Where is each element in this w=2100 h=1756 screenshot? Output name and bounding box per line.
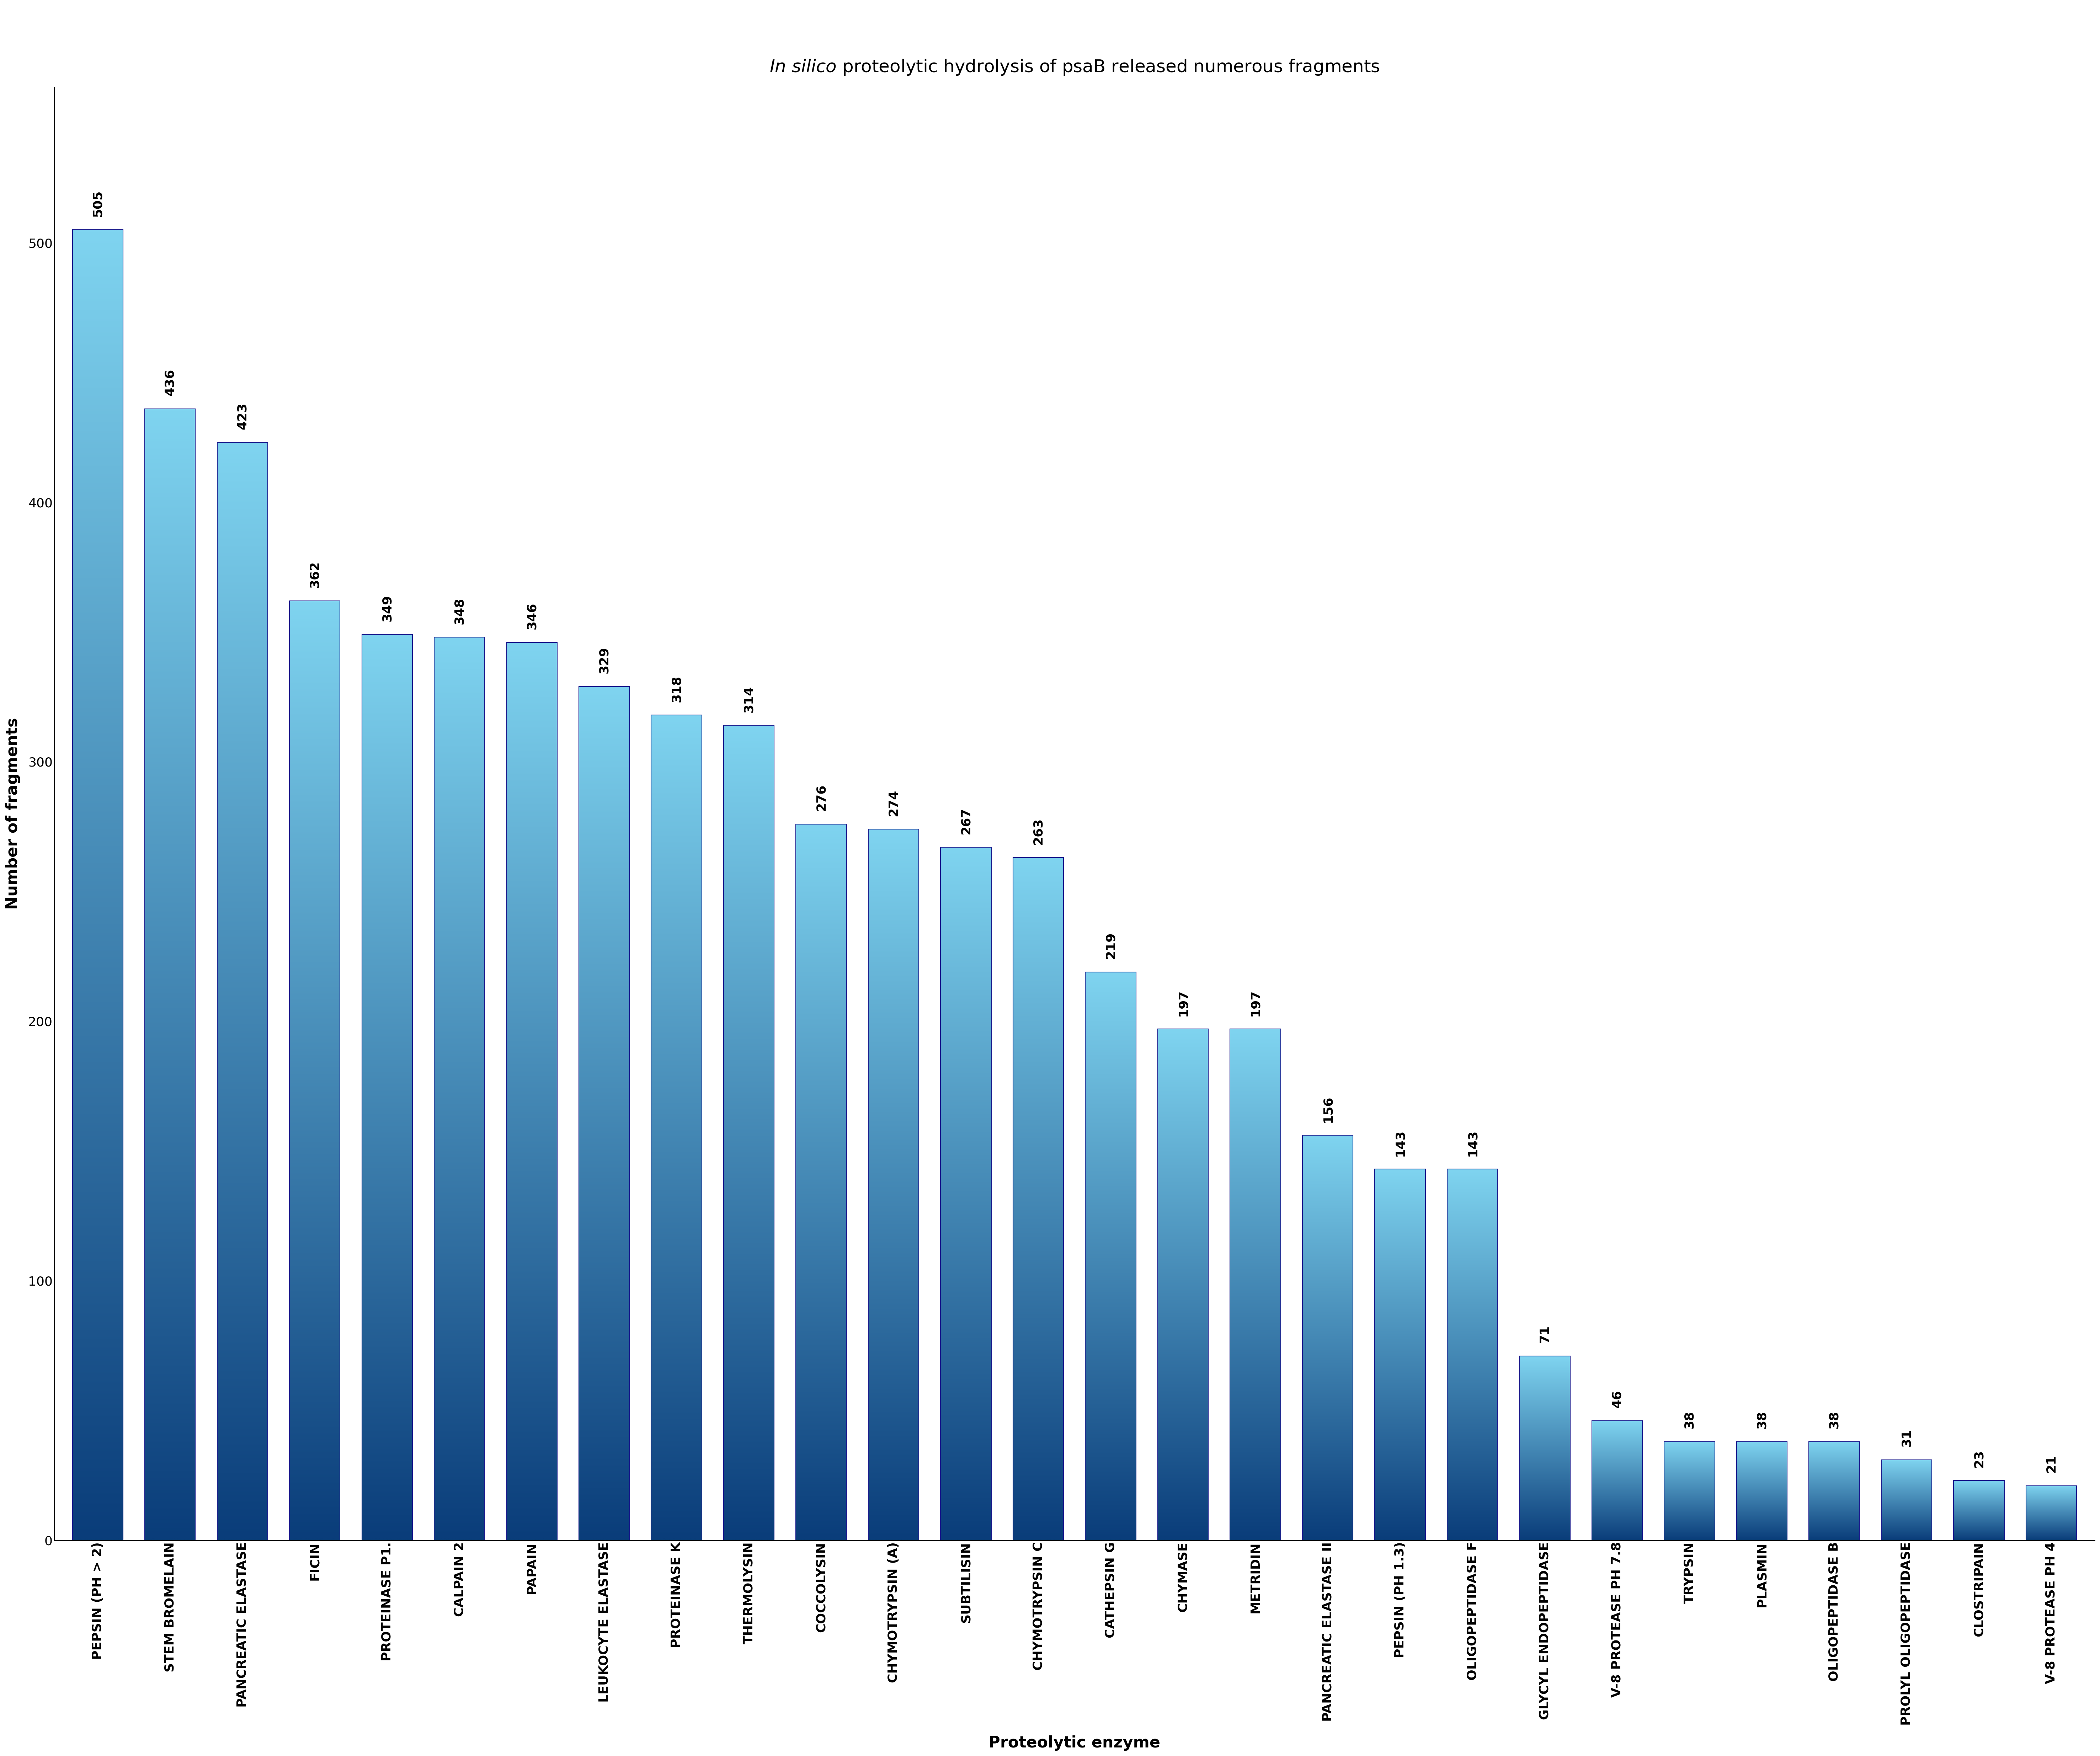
Text: 349: 349 <box>380 595 393 622</box>
Text: 143: 143 <box>1466 1129 1478 1155</box>
Bar <box>1663 1442 1716 1540</box>
Bar <box>1012 857 1063 1540</box>
Bar <box>1376 1169 1426 1540</box>
Text: 31: 31 <box>1900 1429 1913 1447</box>
Text: 274: 274 <box>888 790 899 817</box>
Bar <box>361 634 412 1540</box>
Text: 276: 276 <box>815 785 827 811</box>
Text: 314: 314 <box>743 685 754 713</box>
Bar <box>1447 1169 1497 1540</box>
Bar <box>941 848 991 1540</box>
Text: 71: 71 <box>1539 1326 1550 1343</box>
Text: 318: 318 <box>670 676 682 702</box>
Bar <box>216 443 267 1540</box>
Bar <box>1592 1421 1642 1540</box>
Text: 267: 267 <box>960 808 972 834</box>
Bar <box>651 715 701 1540</box>
Bar <box>1157 1029 1208 1540</box>
Text: 436: 436 <box>164 369 176 395</box>
Text: 423: 423 <box>237 402 248 430</box>
Bar <box>1520 1356 1571 1540</box>
Text: 38: 38 <box>1756 1410 1768 1429</box>
Text: 348: 348 <box>454 597 466 623</box>
Bar <box>71 230 124 1540</box>
Text: 362: 362 <box>309 562 321 588</box>
Bar <box>290 601 340 1540</box>
Text: 23: 23 <box>1972 1450 1984 1468</box>
Bar <box>724 725 775 1540</box>
Text: 46: 46 <box>1611 1391 1623 1408</box>
Title: $\it{In\ silico}$ proteolytic hydrolysis of psaB released numerous fragments: $\it{In\ silico}$ proteolytic hydrolysis… <box>769 58 1380 77</box>
Text: 219: 219 <box>1105 932 1117 959</box>
Bar <box>580 687 630 1540</box>
Bar <box>867 829 920 1540</box>
Text: 263: 263 <box>1033 818 1044 845</box>
Text: 38: 38 <box>1684 1410 1695 1429</box>
Bar <box>1953 1480 2003 1540</box>
Bar <box>1737 1442 1787 1540</box>
Bar <box>1302 1136 1352 1540</box>
Bar <box>1231 1029 1281 1540</box>
Text: 156: 156 <box>1321 1096 1334 1122</box>
Bar <box>506 643 556 1540</box>
Y-axis label: Number of fragments: Number of fragments <box>6 718 21 910</box>
Text: 38: 38 <box>1829 1410 1840 1429</box>
Text: 505: 505 <box>92 190 103 216</box>
Bar <box>1882 1459 1932 1540</box>
Bar <box>1808 1442 1858 1540</box>
Bar <box>145 409 195 1540</box>
Text: 143: 143 <box>1394 1129 1407 1155</box>
Bar <box>435 637 485 1540</box>
X-axis label: Proteolytic enzyme: Proteolytic enzyme <box>989 1735 1161 1751</box>
Text: 197: 197 <box>1249 989 1262 1017</box>
Text: 21: 21 <box>2045 1454 2058 1473</box>
Text: 329: 329 <box>598 646 611 674</box>
Bar <box>2026 1486 2077 1540</box>
Bar <box>796 824 846 1540</box>
Text: 197: 197 <box>1176 989 1189 1017</box>
Text: 346: 346 <box>525 602 538 629</box>
Bar <box>1086 971 1136 1540</box>
